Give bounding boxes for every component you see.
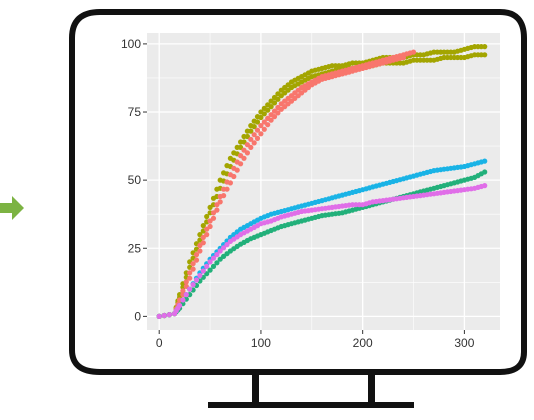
data-point <box>200 223 206 229</box>
data-point <box>482 183 488 189</box>
data-point <box>210 263 217 269</box>
data-point <box>251 124 257 130</box>
data-point <box>265 107 271 113</box>
monitor-stand-left <box>252 374 259 404</box>
data-point <box>180 288 186 294</box>
data-point <box>261 126 267 132</box>
data-point <box>248 136 254 142</box>
data-point <box>221 193 227 199</box>
data-point <box>258 114 264 121</box>
data-point <box>217 248 223 254</box>
data-point <box>156 313 162 319</box>
data-point <box>197 248 203 254</box>
x-tick-label: 100 <box>251 336 271 350</box>
data-point <box>214 207 220 213</box>
data-point <box>227 180 233 186</box>
data-point <box>265 122 271 128</box>
data-point <box>482 52 488 58</box>
data-point <box>251 132 257 138</box>
data-point <box>193 252 200 258</box>
data-point <box>190 266 196 272</box>
data-point <box>200 240 206 246</box>
data-point <box>234 167 240 173</box>
data-point <box>177 302 183 309</box>
data-points <box>156 44 488 319</box>
data-point <box>254 127 261 133</box>
data-point <box>200 268 206 274</box>
x-tick-label: 300 <box>454 336 474 350</box>
data-point <box>258 131 264 137</box>
y-tick-label: 0 <box>134 309 141 323</box>
data-point <box>482 44 488 50</box>
data-point <box>261 111 267 117</box>
data-point <box>271 114 278 120</box>
data-point <box>197 272 203 279</box>
data-point <box>251 140 257 146</box>
data-point <box>183 292 189 298</box>
data-point <box>193 277 200 283</box>
axis-ticks: 0 100 200 300 0 25 50 75 100 <box>121 37 475 350</box>
data-point <box>268 117 274 123</box>
data-point <box>268 104 274 110</box>
data-point <box>207 259 213 265</box>
chart: 0 100 200 300 0 25 50 75 100 <box>121 33 500 350</box>
data-point <box>204 263 210 269</box>
data-point <box>193 257 200 263</box>
data-point <box>214 252 220 258</box>
data-point <box>271 100 278 106</box>
data-point <box>410 49 417 55</box>
data-point <box>244 150 250 156</box>
y-tick-label: 75 <box>128 105 142 119</box>
arrow-right-icon <box>0 196 24 220</box>
data-point <box>204 213 210 220</box>
data-point <box>207 223 213 230</box>
monitor-stand-right <box>368 374 375 404</box>
data-point <box>254 119 261 125</box>
data-point <box>190 282 196 288</box>
monitor-base <box>208 402 414 408</box>
series-6 <box>156 183 488 319</box>
data-point <box>166 312 172 318</box>
data-point <box>231 173 237 180</box>
monitor-icon <box>69 9 527 408</box>
y-tick-label: 100 <box>121 37 141 51</box>
data-point <box>248 128 254 134</box>
data-point <box>214 260 220 266</box>
data-point <box>400 54 406 61</box>
data-point <box>187 275 193 281</box>
data-point <box>210 255 217 261</box>
data-point <box>180 297 186 303</box>
data-point <box>224 186 230 192</box>
data-point <box>204 232 210 238</box>
plot-panel <box>147 33 500 330</box>
data-point <box>254 135 261 141</box>
y-tick-label: 50 <box>128 173 142 187</box>
gridlines <box>147 33 500 330</box>
data-point <box>187 286 193 292</box>
data-point <box>207 267 213 273</box>
x-tick-label: 200 <box>353 336 373 350</box>
series-2 <box>156 49 417 319</box>
data-point <box>224 242 230 248</box>
y-tick-label: 25 <box>128 241 142 255</box>
data-point <box>241 155 247 161</box>
data-point <box>482 169 488 175</box>
data-point <box>275 110 281 116</box>
data-point <box>217 199 223 205</box>
data-point <box>238 161 244 167</box>
data-point <box>258 123 264 129</box>
data-point <box>221 245 227 251</box>
data-point <box>187 270 193 276</box>
data-point <box>161 312 167 319</box>
x-tick-label: 0 <box>156 336 163 350</box>
data-point <box>248 144 254 150</box>
data-point <box>190 261 196 267</box>
data-point <box>275 96 281 102</box>
data-point <box>210 215 217 221</box>
data-point <box>482 158 488 164</box>
data-point <box>183 279 189 285</box>
